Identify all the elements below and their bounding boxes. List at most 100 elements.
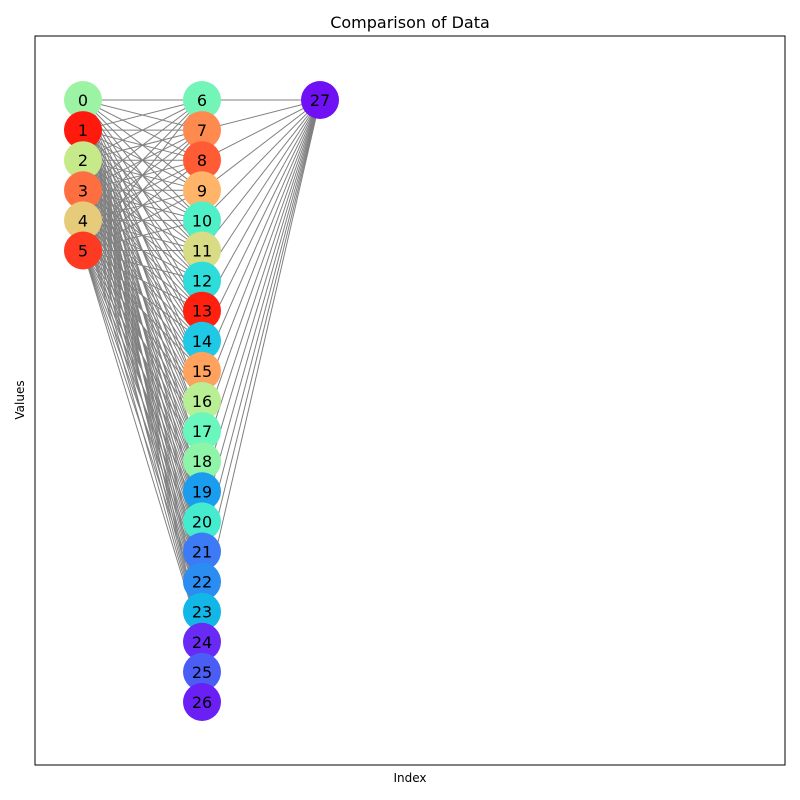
node-circle-10: [183, 201, 221, 240]
node-label-5: 5: [78, 242, 88, 261]
node-23: 23: [183, 592, 221, 631]
node-label-7: 7: [197, 121, 207, 140]
edge-5-18: [82, 250, 203, 462]
node-2: 2: [64, 141, 102, 180]
node-24: 24: [183, 622, 221, 661]
edge-5-21: [82, 250, 203, 552]
node-25: 25: [183, 652, 221, 691]
edge-16-27: [201, 99, 321, 402]
node-circle-8: [183, 141, 221, 180]
plot-frame: [34, 35, 786, 766]
node-label-26: 26: [192, 693, 212, 712]
node-1: 1: [64, 111, 102, 150]
node-circle-23: [183, 592, 221, 631]
node-label-13: 13: [192, 302, 212, 321]
node-11: 11: [183, 231, 221, 270]
node-12: 12: [183, 261, 221, 300]
edge-5-15: [82, 250, 203, 372]
edge-21-27: [201, 99, 321, 552]
edge-15-27: [201, 99, 321, 372]
node-circle-15: [183, 351, 221, 390]
node-15: 15: [183, 351, 221, 390]
node-label-14: 14: [192, 332, 212, 351]
node-circle-26: [183, 683, 221, 721]
node-26: 26: [183, 683, 221, 721]
y-axis-label: Values: [13, 380, 27, 419]
node-22: 22: [183, 562, 221, 601]
edge-5-23: [82, 250, 203, 612]
node-label-1: 1: [78, 121, 88, 140]
node-circle-6: [183, 81, 221, 119]
node-label-3: 3: [78, 181, 88, 200]
node-21: 21: [183, 532, 221, 571]
edge-5-10: [82, 219, 203, 251]
node-label-0: 0: [78, 91, 88, 110]
node-17: 17: [183, 412, 221, 451]
node-circle-12: [183, 261, 221, 300]
node-circle-2: [64, 141, 102, 180]
node-label-23: 23: [192, 603, 212, 622]
node-circle-17: [183, 412, 221, 451]
node-label-20: 20: [192, 512, 212, 531]
node-19: 19: [183, 472, 221, 511]
node-circle-18: [183, 442, 221, 481]
node-circle-13: [183, 291, 221, 330]
edge-2-6: [82, 99, 203, 161]
node-circle-7: [183, 111, 221, 150]
node-6: 6: [183, 81, 221, 119]
node-label-22: 22: [192, 573, 212, 592]
node-label-18: 18: [192, 452, 212, 471]
node-circle-22: [183, 562, 221, 601]
node-circle-24: [183, 622, 221, 661]
node-label-19: 19: [192, 482, 212, 501]
edge-5-14: [82, 250, 203, 342]
node-circle-25: [183, 652, 221, 691]
edge-layer: [82, 99, 321, 642]
edge-20-27: [201, 99, 321, 522]
node-label-24: 24: [192, 633, 212, 652]
edge-14-27: [201, 99, 321, 342]
edge-5-16: [82, 250, 203, 402]
node-5: 5: [64, 231, 102, 270]
node-label-25: 25: [192, 663, 212, 682]
edge-10-27: [201, 99, 321, 221]
edge-5-9: [82, 189, 203, 251]
node-16: 16: [183, 382, 221, 420]
edge-5-20: [82, 250, 203, 522]
node-7: 7: [183, 111, 221, 150]
edge-5-13: [82, 250, 203, 312]
edge-8-27: [201, 99, 321, 161]
node-layer: 0123456789101112131415161718192021222324…: [64, 81, 339, 721]
node-circle-9: [183, 171, 221, 210]
edge-17-27: [201, 99, 321, 432]
edge-23-27: [201, 99, 321, 612]
edge-5-7: [82, 129, 203, 251]
edge-5-17: [82, 250, 203, 432]
node-label-12: 12: [192, 272, 212, 291]
node-label-11: 11: [192, 242, 212, 261]
node-label-16: 16: [192, 392, 212, 411]
node-circle-11: [183, 231, 221, 270]
node-label-10: 10: [192, 211, 212, 230]
node-9: 9: [183, 171, 221, 210]
node-circle-1: [64, 111, 102, 150]
node-4: 4: [64, 201, 102, 240]
node-label-21: 21: [192, 543, 212, 562]
edge-13-27: [201, 99, 321, 311]
node-circle-5: [64, 231, 102, 270]
edge-1-6: [82, 99, 203, 131]
node-13: 13: [183, 291, 221, 330]
edge-9-27: [201, 99, 321, 191]
edge-4-6: [82, 99, 203, 221]
node-0: 0: [64, 81, 102, 119]
edge-5-19: [82, 250, 203, 492]
edge-3-6: [82, 99, 203, 191]
edge-19-27: [201, 99, 321, 492]
edge-7-27: [201, 99, 321, 131]
node-8: 8: [183, 141, 221, 180]
node-circle-21: [183, 532, 221, 571]
node-label-6: 6: [197, 91, 207, 110]
node-label-17: 17: [192, 422, 212, 441]
